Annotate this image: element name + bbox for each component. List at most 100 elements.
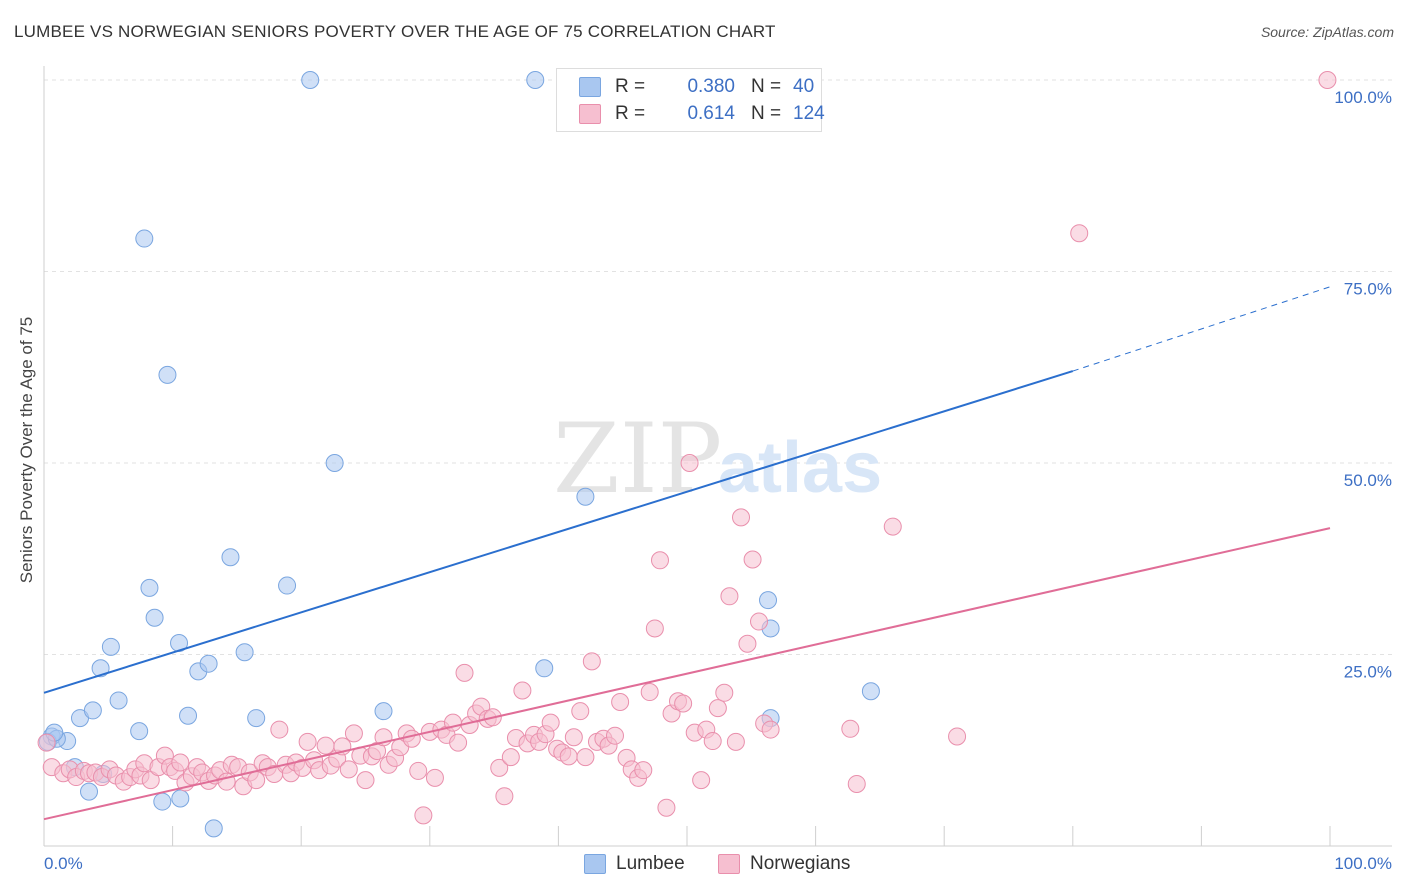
lumbee-point-29 — [526, 71, 545, 89]
legend-label-lumbee: Lumbee — [616, 853, 685, 874]
lumbee-point-24 — [247, 709, 266, 728]
norwegians-point-114 — [708, 699, 727, 718]
norwegians-point-69 — [449, 733, 468, 752]
n-value: 40 — [793, 76, 815, 97]
watermark-atlas: atlas — [718, 428, 882, 508]
stats-legend: R = 0.380 N = 40 R = 0.614 N = 124 — [556, 68, 825, 132]
trendlines — [43, 286, 1331, 821]
r-label: R = — [615, 76, 646, 97]
tick-labels: 100.0% 75.0% 50.0% 25.0% 0.0% 100.0% — [44, 88, 1392, 873]
lumbee-point-31 — [576, 487, 595, 506]
norwegians-point-126 — [883, 517, 902, 536]
norwegians-point-61 — [402, 729, 421, 748]
lumbee-point-6 — [91, 659, 110, 678]
norwegians-point-103 — [645, 619, 664, 638]
norwegians-point-89 — [564, 728, 583, 747]
watermark: ZIP atlas — [553, 403, 882, 515]
lumbee-point-8 — [101, 637, 120, 656]
norwegians-point-121 — [750, 612, 769, 631]
y-tick-label-3: 25.0% — [1344, 663, 1392, 682]
y-tick-label-1: 75.0% — [1344, 280, 1392, 299]
r-value: 0.380 — [687, 76, 735, 97]
lumbee-point-36 — [861, 682, 880, 701]
norwegians-point-127 — [948, 727, 967, 746]
norwegians-point-128 — [1070, 224, 1089, 243]
norwegians-point-85 — [541, 713, 560, 732]
norwegians-point-108 — [674, 694, 693, 713]
norwegians-point-109 — [680, 454, 699, 472]
r-label: R = — [615, 103, 646, 124]
norwegians-swatch — [579, 104, 601, 124]
legend-row-norwegians: R = 0.614 N = 124 — [579, 102, 825, 126]
lumbee-point-23 — [235, 643, 254, 662]
norwegians-point-118 — [732, 508, 751, 527]
lumbee-legend-swatch — [584, 854, 606, 874]
lumbee-point-5 — [83, 701, 102, 720]
norwegians-point-0 — [37, 733, 56, 752]
norwegians-point-63 — [414, 806, 433, 825]
lumbee-point-25 — [278, 576, 297, 595]
lumbee-point-11 — [135, 229, 154, 248]
chart-title: LUMBEE VS NORWEGIAN SENIORS POVERTY OVER… — [14, 22, 776, 41]
y-tick-label-0: 100.0% — [1334, 88, 1392, 107]
source-label: Source: ZipAtlas.com — [1260, 24, 1394, 40]
norwegians-point-62 — [409, 761, 428, 780]
legend-item-norwegians[interactable]: Norwegians — [718, 852, 850, 876]
norwegians-point-34 — [247, 771, 266, 790]
lumbee-point-22 — [221, 548, 240, 567]
norwegians-point-125 — [847, 774, 866, 793]
lumbee-point-27 — [325, 454, 344, 472]
norwegians-point-70 — [455, 663, 474, 682]
axes — [43, 66, 1392, 847]
norwegians-point-116 — [720, 587, 739, 606]
norwegians-point-90 — [571, 702, 590, 721]
norwegians-point-113 — [703, 732, 722, 751]
norwegians-legend-swatch — [718, 854, 740, 874]
y-tick-label-2: 50.0% — [1344, 471, 1392, 490]
lumbee-point-12 — [140, 578, 159, 597]
norwegians-point-102 — [640, 683, 659, 702]
legend-item-lumbee[interactable]: Lumbee — [584, 852, 685, 876]
lumbee-point-26 — [301, 71, 320, 89]
norwegians-point-105 — [657, 798, 676, 817]
norwegians-point-97 — [611, 692, 630, 711]
norwegians-trendline — [43, 527, 1331, 821]
norwegians-point-80 — [513, 681, 532, 700]
lumbee-point-14 — [153, 792, 172, 811]
lumbee-trendline — [43, 370, 1074, 694]
norwegians-point-101 — [634, 761, 653, 780]
norwegians-point-117 — [726, 732, 745, 751]
lumbee-point-20 — [199, 654, 218, 673]
norwegians-point-46 — [316, 736, 335, 755]
lumbee-point-33 — [759, 591, 778, 610]
norwegians-point-129 — [1318, 71, 1337, 89]
x-tick-label-0: 0.0% — [44, 854, 83, 873]
norwegians-point-124 — [841, 719, 860, 738]
lumbee-point-17 — [171, 789, 190, 808]
r-value: 0.614 — [687, 103, 735, 124]
lumbee-trendline-extension — [1072, 286, 1331, 372]
norwegians-point-53 — [356, 771, 375, 790]
norwegians-point-21 — [171, 753, 190, 772]
y-axis-label: Seniors Poverty Over the Age of 75 — [17, 316, 36, 584]
norwegians-point-38 — [270, 720, 289, 739]
lumbee-point-4 — [80, 782, 99, 801]
norwegians-point-104 — [650, 551, 669, 570]
grid — [44, 79, 1392, 655]
norwegians-point-120 — [743, 550, 762, 569]
norwegians-point-51 — [344, 724, 363, 743]
norwegians-point-78 — [501, 748, 520, 767]
norwegians-point-92 — [582, 652, 601, 671]
lumbee-point-13 — [145, 608, 164, 627]
norwegians-point-96 — [605, 726, 624, 745]
norwegians-point-115 — [715, 683, 734, 702]
norwegians-point-91 — [576, 748, 595, 767]
lumbee-point-21 — [204, 819, 223, 838]
n-value: 124 — [793, 103, 825, 124]
norwegians-point-119 — [738, 634, 757, 653]
lumbee-point-9 — [109, 691, 128, 710]
lumbee-point-15 — [158, 365, 177, 384]
n-label: N = — [751, 76, 782, 97]
norwegians-point-111 — [692, 771, 711, 790]
